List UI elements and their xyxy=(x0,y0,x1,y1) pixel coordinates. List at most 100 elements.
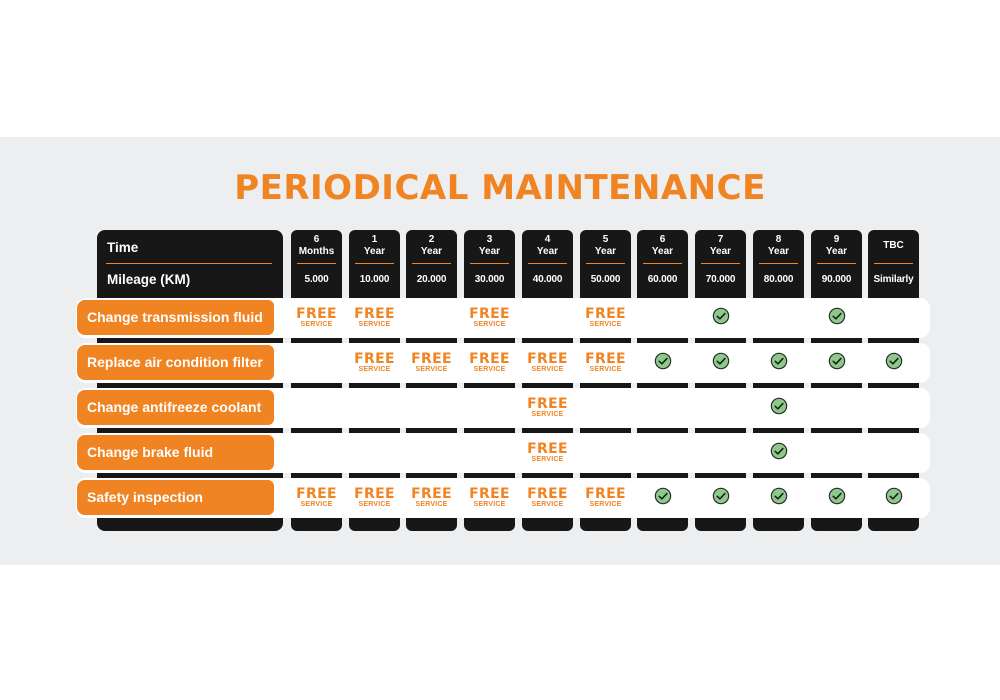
interval-time: 4 Year xyxy=(522,234,573,258)
interval-time-value: 7 xyxy=(717,234,724,245)
free-service-label: FREE xyxy=(527,395,568,412)
interval-time-unit: Year xyxy=(420,246,443,257)
cell-underline xyxy=(580,518,631,520)
service-label: SERVICE xyxy=(531,455,564,463)
cell-underline xyxy=(580,428,631,430)
cell-underline xyxy=(695,473,746,475)
cell-underline xyxy=(522,473,573,475)
check-icon xyxy=(770,352,788,375)
table-cell: FREE SERVICE xyxy=(464,298,515,340)
cell-underline xyxy=(291,428,342,430)
free-service-label: FREE xyxy=(296,485,337,502)
check-icon xyxy=(885,487,903,510)
table-cell xyxy=(637,433,688,475)
cell-underline xyxy=(580,338,631,340)
table-cell xyxy=(868,298,919,340)
table-cell: FREE SERVICE xyxy=(349,478,400,520)
table-cell xyxy=(811,343,862,385)
check-icon xyxy=(885,352,903,375)
interval-mileage: 40.000 xyxy=(532,274,563,285)
cell-underline xyxy=(868,338,919,340)
service-label: SERVICE xyxy=(531,410,564,418)
interval-time: 6 Year xyxy=(637,234,688,258)
interval-time-value: 3 xyxy=(486,234,493,245)
check-icon xyxy=(654,487,672,510)
check-icon xyxy=(712,487,730,510)
cell-underline xyxy=(811,473,862,475)
cell-underline xyxy=(406,473,457,475)
row-label: Change brake fluid xyxy=(77,435,274,470)
table-cell: FREE SERVICE xyxy=(291,478,342,520)
interval-time: 5 Year xyxy=(580,234,631,258)
interval-time-unit: Year xyxy=(825,246,848,257)
check-icon xyxy=(654,352,672,375)
row-label: Change transmission fluid xyxy=(77,300,274,335)
cell-underline xyxy=(464,338,515,340)
table-cell xyxy=(811,388,862,430)
free-service-label: FREE xyxy=(411,485,452,502)
interval-time: 8 Year xyxy=(753,234,804,258)
interval-time-value: 8 xyxy=(775,234,782,245)
free-service-label: FREE xyxy=(527,485,568,502)
table-cell: FREE SERVICE xyxy=(580,298,631,340)
free-service-label: FREE xyxy=(469,485,510,502)
free-service-label: FREE xyxy=(585,350,626,367)
table-cell xyxy=(406,298,457,340)
service-label: SERVICE xyxy=(300,320,333,328)
service-label: SERVICE xyxy=(589,365,622,373)
table-cell xyxy=(637,388,688,430)
cell-underline xyxy=(753,428,804,430)
cell-underline xyxy=(291,473,342,475)
check-icon xyxy=(770,397,788,420)
table-cell xyxy=(522,298,573,340)
column-divider xyxy=(355,263,394,264)
service-label: SERVICE xyxy=(415,500,448,508)
interval-time-value: 6 xyxy=(659,234,666,245)
table-cell xyxy=(868,343,919,385)
cell-underline xyxy=(753,383,804,385)
cell-underline xyxy=(637,338,688,340)
interval-time-value: 9 xyxy=(833,234,840,245)
table-cell: FREE SERVICE xyxy=(291,298,342,340)
cell-underline xyxy=(406,518,457,520)
cell-underline xyxy=(349,338,400,340)
table-cell xyxy=(868,478,919,520)
table-cell xyxy=(811,433,862,475)
table-cell xyxy=(753,298,804,340)
label-divider xyxy=(106,263,272,264)
interval-time: 2 Year xyxy=(406,234,457,258)
service-label: SERVICE xyxy=(589,500,622,508)
table-cell: FREE SERVICE xyxy=(522,388,573,430)
interval-time-value: 2 xyxy=(428,234,435,245)
table-cell xyxy=(753,388,804,430)
check-icon xyxy=(770,487,788,510)
check-icon xyxy=(828,487,846,510)
service-label: SERVICE xyxy=(473,500,506,508)
interval-time-unit: Year xyxy=(363,246,386,257)
table-cell xyxy=(464,433,515,475)
interval-mileage: 30.000 xyxy=(474,274,505,285)
cell-underline xyxy=(291,518,342,520)
table-cell xyxy=(753,478,804,520)
cell-underline xyxy=(349,473,400,475)
cell-underline xyxy=(291,338,342,340)
table-cell xyxy=(753,343,804,385)
interval-time-value: 6 xyxy=(313,234,320,245)
cell-underline xyxy=(868,428,919,430)
table-cell: FREE SERVICE xyxy=(580,478,631,520)
table-cell xyxy=(811,298,862,340)
column-divider xyxy=(412,263,451,264)
cell-underline xyxy=(637,383,688,385)
cell-underline xyxy=(406,428,457,430)
check-icon xyxy=(770,442,788,465)
time-label: Time xyxy=(107,240,139,255)
check-icon xyxy=(712,307,730,330)
table-cell xyxy=(637,343,688,385)
mileage-label: Mileage (KM) xyxy=(107,272,191,287)
cell-underline xyxy=(811,518,862,520)
table-cell xyxy=(637,298,688,340)
service-label: SERVICE xyxy=(300,500,333,508)
table-cell xyxy=(349,388,400,430)
interval-mileage: 80.000 xyxy=(763,274,794,285)
service-label: SERVICE xyxy=(358,320,391,328)
